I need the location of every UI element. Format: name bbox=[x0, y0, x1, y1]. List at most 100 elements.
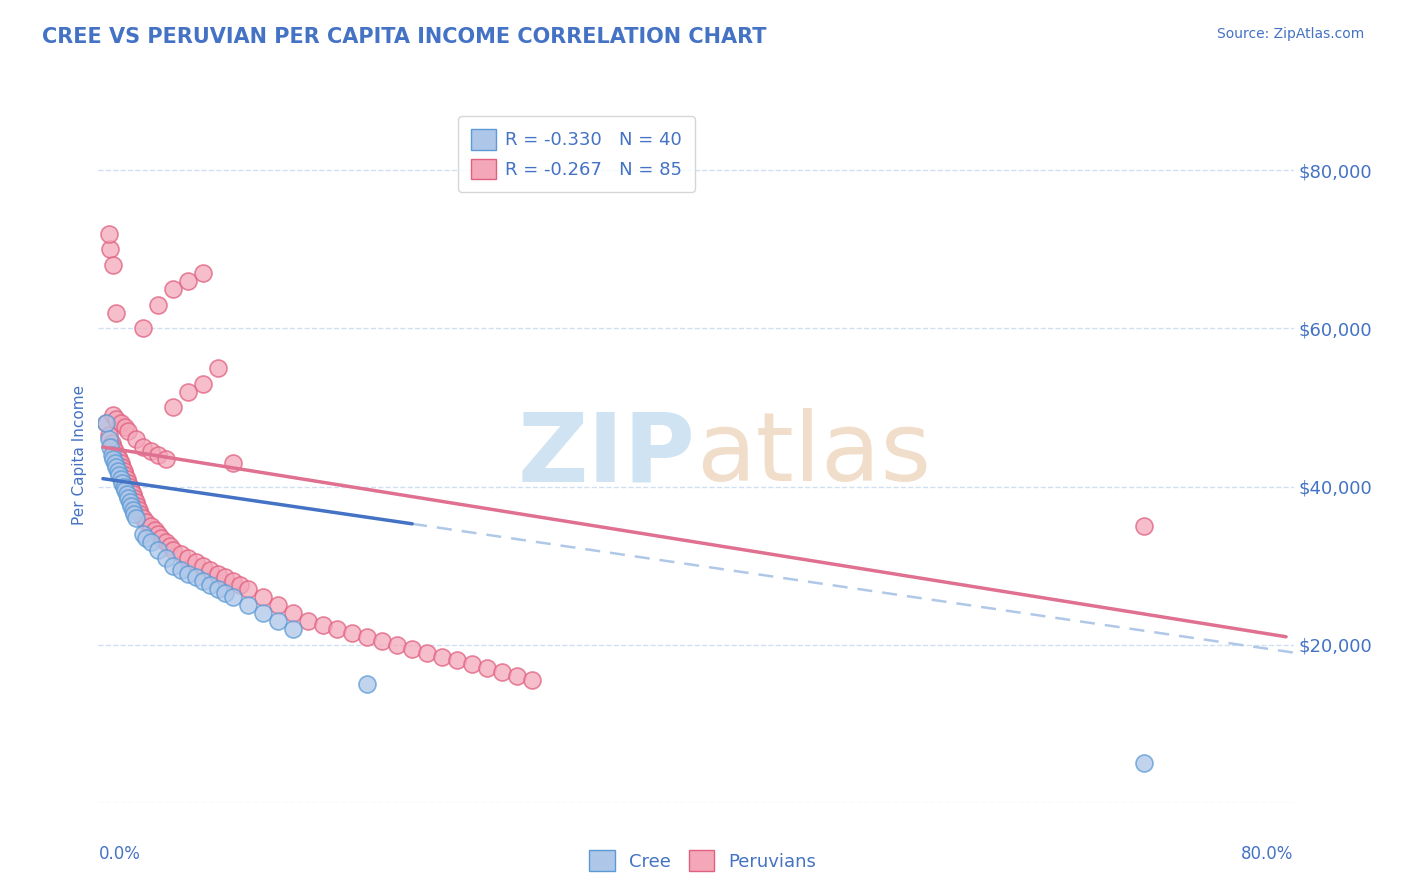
Point bbox=[229, 578, 252, 592]
Text: ZIP: ZIP bbox=[517, 409, 696, 501]
Point bbox=[297, 614, 319, 628]
Point bbox=[222, 574, 245, 589]
Point bbox=[356, 677, 378, 691]
Point bbox=[120, 483, 142, 498]
Point bbox=[139, 534, 162, 549]
Point bbox=[148, 542, 170, 557]
Point bbox=[124, 491, 146, 506]
Y-axis label: Per Capita Income: Per Capita Income bbox=[72, 384, 87, 525]
Point bbox=[177, 274, 200, 288]
Point bbox=[124, 507, 146, 521]
Point bbox=[139, 444, 162, 458]
Point bbox=[132, 321, 155, 335]
Point bbox=[214, 570, 236, 584]
Point bbox=[281, 606, 304, 620]
Point bbox=[356, 630, 378, 644]
Point bbox=[118, 495, 141, 509]
Point bbox=[97, 227, 120, 241]
Point bbox=[184, 555, 207, 569]
Point bbox=[104, 444, 127, 458]
Point bbox=[200, 563, 222, 577]
Point bbox=[1133, 519, 1156, 533]
Point bbox=[103, 440, 125, 454]
Point bbox=[416, 646, 439, 660]
Point bbox=[103, 451, 125, 466]
Point bbox=[191, 574, 214, 589]
Point bbox=[105, 412, 128, 426]
Point bbox=[401, 641, 423, 656]
Point bbox=[125, 511, 148, 525]
Point bbox=[191, 376, 214, 391]
Point bbox=[177, 384, 200, 399]
Point bbox=[184, 570, 207, 584]
Point bbox=[114, 483, 136, 498]
Point bbox=[430, 649, 453, 664]
Point bbox=[162, 282, 184, 296]
Point bbox=[520, 673, 543, 688]
Point bbox=[103, 409, 125, 423]
Point bbox=[169, 547, 191, 561]
Point bbox=[207, 361, 229, 376]
Point bbox=[98, 243, 122, 257]
Point bbox=[150, 531, 173, 545]
Point bbox=[177, 566, 200, 581]
Point bbox=[98, 440, 122, 454]
Point bbox=[107, 464, 129, 478]
Point bbox=[132, 527, 155, 541]
Point bbox=[222, 456, 245, 470]
Point bbox=[112, 479, 135, 493]
Point bbox=[311, 618, 333, 632]
Point bbox=[118, 479, 141, 493]
Point bbox=[129, 507, 152, 521]
Point bbox=[475, 661, 498, 675]
Point bbox=[155, 550, 177, 565]
Text: 80.0%: 80.0% bbox=[1241, 845, 1294, 863]
Point bbox=[200, 578, 222, 592]
Point bbox=[115, 472, 138, 486]
Point bbox=[114, 420, 136, 434]
Point bbox=[139, 519, 162, 533]
Point bbox=[117, 424, 139, 438]
Point bbox=[117, 475, 139, 490]
Point bbox=[121, 487, 143, 501]
Point bbox=[281, 622, 304, 636]
Point bbox=[191, 558, 214, 573]
Point bbox=[148, 448, 170, 462]
Point bbox=[506, 669, 529, 683]
Point bbox=[111, 459, 134, 474]
Point bbox=[94, 417, 117, 431]
Point bbox=[121, 503, 143, 517]
Legend: R = -0.330   N = 40, R = -0.267   N = 85: R = -0.330 N = 40, R = -0.267 N = 85 bbox=[458, 116, 695, 192]
Point bbox=[446, 653, 468, 667]
Point bbox=[222, 591, 245, 605]
Point bbox=[108, 451, 131, 466]
Point bbox=[371, 633, 394, 648]
Point bbox=[162, 542, 184, 557]
Point bbox=[108, 467, 131, 482]
Point bbox=[491, 665, 513, 680]
Legend: Cree, Peruvians: Cree, Peruvians bbox=[582, 843, 824, 879]
Point bbox=[207, 566, 229, 581]
Point bbox=[101, 436, 124, 450]
Point bbox=[1133, 756, 1156, 771]
Point bbox=[155, 451, 177, 466]
Point bbox=[148, 298, 170, 312]
Point bbox=[155, 534, 177, 549]
Point bbox=[159, 539, 181, 553]
Point bbox=[105, 459, 128, 474]
Point bbox=[236, 598, 259, 612]
Text: 0.0%: 0.0% bbox=[98, 845, 141, 863]
Point bbox=[191, 266, 214, 280]
Point bbox=[162, 401, 184, 415]
Text: Source: ZipAtlas.com: Source: ZipAtlas.com bbox=[1216, 27, 1364, 41]
Point bbox=[110, 456, 132, 470]
Point bbox=[132, 511, 155, 525]
Point bbox=[125, 495, 148, 509]
Point bbox=[107, 450, 129, 464]
Point bbox=[214, 586, 236, 600]
Point bbox=[105, 305, 128, 319]
Point bbox=[103, 258, 125, 272]
Point bbox=[342, 625, 364, 640]
Point bbox=[112, 464, 135, 478]
Point bbox=[110, 472, 132, 486]
